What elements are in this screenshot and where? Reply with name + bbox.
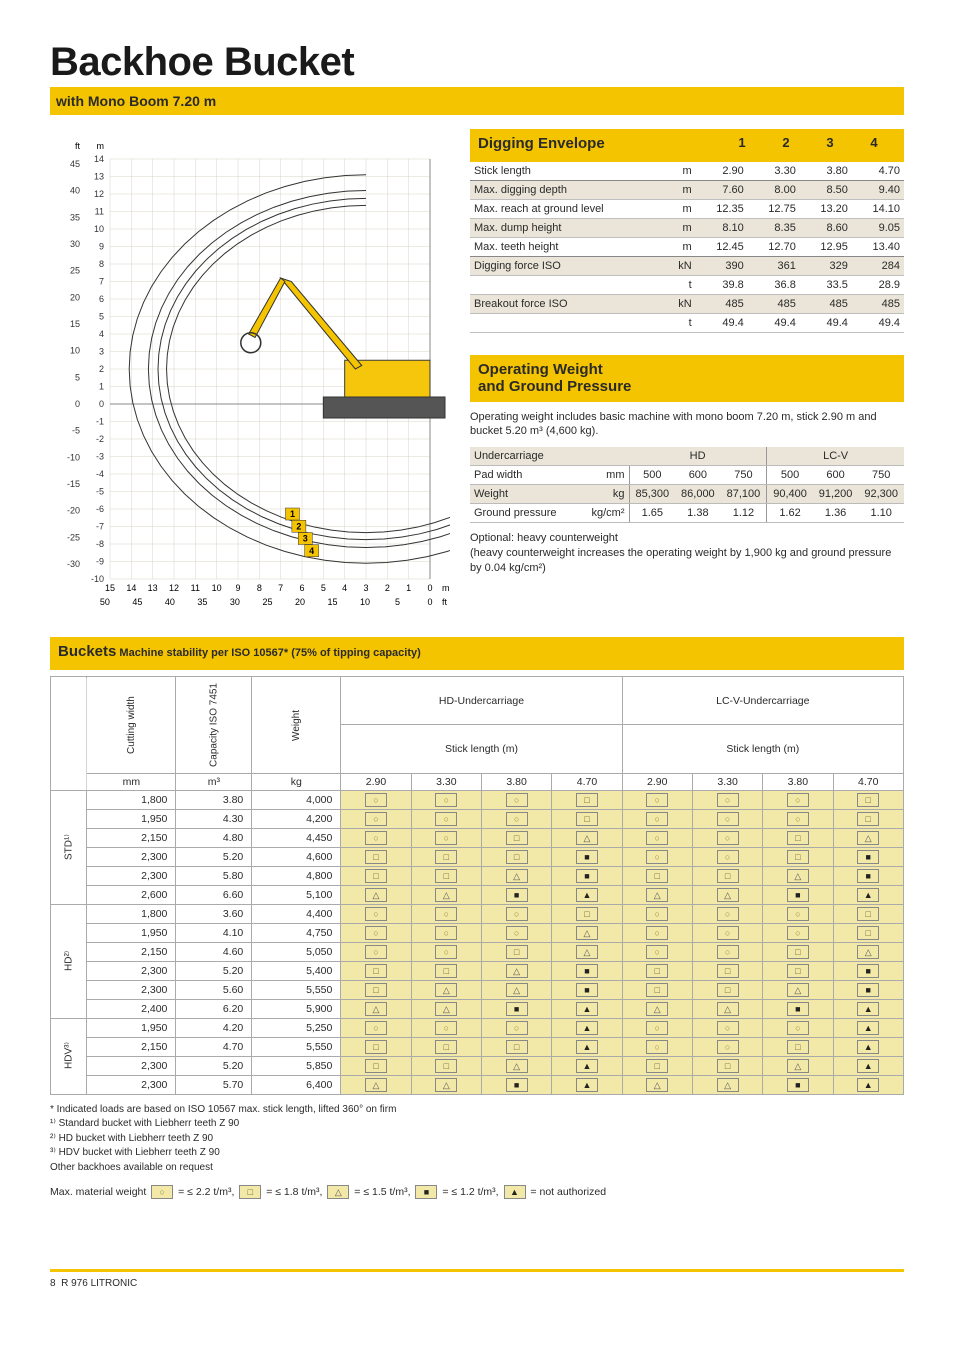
- svg-text:-15: -15: [67, 479, 80, 489]
- svg-text:7: 7: [99, 277, 104, 287]
- svg-text:0: 0: [427, 583, 432, 593]
- svg-text:30: 30: [70, 239, 80, 249]
- svg-text:40: 40: [165, 597, 175, 607]
- digging-envelope-chart: 14131211109876543210-1-2-3-4-5-6-7-8-9-1…: [50, 129, 450, 609]
- svg-text:13: 13: [94, 172, 104, 182]
- svg-text:2: 2: [296, 521, 301, 531]
- svg-text:40: 40: [70, 186, 80, 196]
- buckets-heading: Buckets Machine stability per ISO 10567*…: [50, 637, 904, 670]
- svg-text:50: 50: [100, 597, 110, 607]
- svg-text:15: 15: [70, 319, 80, 329]
- undercarriage-table: UndercarriageHDLC-VPad widthmm5006007505…: [470, 447, 904, 523]
- svg-text:1: 1: [290, 509, 295, 519]
- svg-text:m: m: [97, 141, 105, 151]
- svg-text:5: 5: [75, 372, 80, 382]
- svg-text:5: 5: [99, 312, 104, 322]
- svg-text:45: 45: [132, 597, 142, 607]
- svg-text:6: 6: [299, 583, 304, 593]
- svg-text:3: 3: [363, 583, 368, 593]
- svg-text:10: 10: [212, 583, 222, 593]
- svg-text:12: 12: [94, 189, 104, 199]
- page-subtitle: with Mono Boom 7.20 m: [50, 87, 904, 115]
- svg-text:0: 0: [75, 399, 80, 409]
- svg-text:25: 25: [70, 266, 80, 276]
- svg-text:10: 10: [94, 224, 104, 234]
- svg-text:-30: -30: [67, 559, 80, 569]
- svg-text:12: 12: [169, 583, 179, 593]
- svg-text:-20: -20: [67, 506, 80, 516]
- buckets-table: Cutting widthCapacity ISO 7451WeightHD-U…: [50, 676, 904, 1095]
- svg-text:10: 10: [360, 597, 370, 607]
- svg-text:35: 35: [70, 212, 80, 222]
- svg-text:ft: ft: [75, 141, 81, 151]
- svg-text:-7: -7: [96, 522, 104, 532]
- op-weight-heading: Operating Weight and Ground Pressure: [470, 355, 904, 402]
- svg-text:-8: -8: [96, 539, 104, 549]
- svg-text:1: 1: [99, 382, 104, 392]
- svg-text:11: 11: [95, 207, 104, 217]
- svg-text:30: 30: [230, 597, 240, 607]
- svg-text:-1: -1: [96, 417, 104, 427]
- svg-text:5: 5: [395, 597, 400, 607]
- buckets-footnotes: * Indicated loads are based on ISO 10567…: [50, 1103, 904, 1176]
- svg-text:5: 5: [321, 583, 326, 593]
- svg-text:ft: ft: [442, 597, 448, 607]
- digging-envelope-heading: Digging Envelope 1234: [470, 129, 904, 162]
- svg-text:20: 20: [295, 597, 305, 607]
- svg-text:8: 8: [99, 259, 104, 269]
- material-weight-legend: Max. material weight = ≤ 2.2 t/m³, = ≤ 1…: [50, 1185, 904, 1199]
- svg-text:15: 15: [327, 597, 337, 607]
- svg-text:9: 9: [99, 242, 104, 252]
- op-weight-intro: Operating weight includes basic machine …: [470, 410, 904, 440]
- svg-text:10: 10: [70, 346, 80, 356]
- svg-text:-10: -10: [91, 574, 104, 584]
- page-title: Backhoe Bucket: [50, 40, 904, 85]
- svg-text:3: 3: [303, 534, 308, 544]
- digging-envelope-table: Stick lengthm2.903.303.804.70Max. diggin…: [470, 162, 904, 333]
- svg-text:0: 0: [427, 597, 432, 607]
- svg-text:8: 8: [257, 583, 262, 593]
- svg-text:-2: -2: [96, 434, 104, 444]
- svg-text:6: 6: [99, 294, 104, 304]
- svg-text:-3: -3: [96, 452, 104, 462]
- svg-text:4: 4: [342, 583, 347, 593]
- svg-text:2: 2: [99, 364, 104, 374]
- svg-text:20: 20: [70, 292, 80, 302]
- svg-text:7: 7: [278, 583, 283, 593]
- svg-text:-25: -25: [67, 532, 80, 542]
- svg-text:-9: -9: [96, 557, 104, 567]
- svg-text:13: 13: [148, 583, 158, 593]
- svg-text:9: 9: [235, 583, 240, 593]
- svg-text:14: 14: [126, 583, 136, 593]
- svg-text:45: 45: [70, 159, 80, 169]
- svg-text:0: 0: [99, 399, 104, 409]
- svg-text:4: 4: [309, 546, 314, 556]
- svg-text:1: 1: [406, 583, 411, 593]
- svg-text:-5: -5: [72, 426, 80, 436]
- svg-text:14: 14: [94, 154, 104, 164]
- svg-text:35: 35: [197, 597, 207, 607]
- svg-text:4: 4: [99, 329, 104, 339]
- svg-text:-4: -4: [96, 469, 104, 479]
- svg-text:11: 11: [191, 583, 200, 593]
- op-weight-optional: Optional: heavy counterweight (heavy cou…: [470, 531, 904, 576]
- svg-text:25: 25: [262, 597, 272, 607]
- svg-text:3: 3: [99, 347, 104, 357]
- svg-text:2: 2: [385, 583, 390, 593]
- svg-text:-10: -10: [67, 452, 80, 462]
- svg-text:-5: -5: [96, 487, 104, 497]
- svg-text:15: 15: [105, 583, 115, 593]
- svg-text:m: m: [442, 583, 450, 593]
- page-footer: 8 R 976 LITRONIC: [50, 1269, 904, 1289]
- svg-text:-6: -6: [96, 504, 104, 514]
